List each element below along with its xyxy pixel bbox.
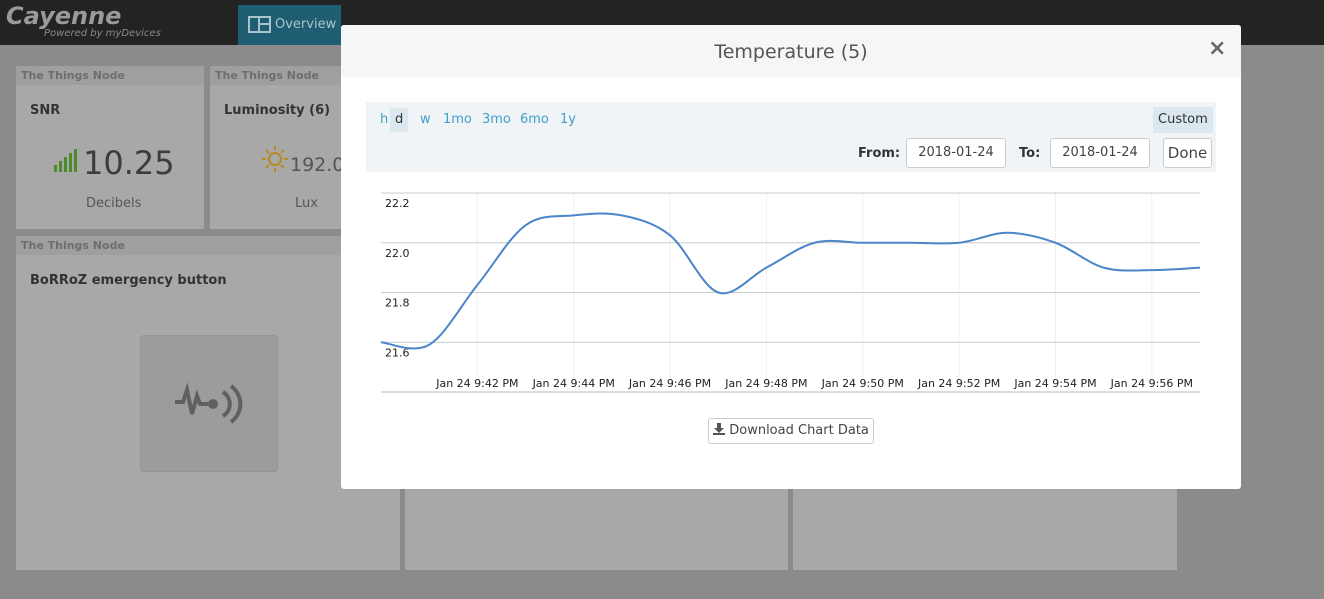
- range-button[interactable]: d: [390, 108, 409, 132]
- x-tick-label: Jan 24 9:48 PM: [724, 377, 807, 390]
- custom-range[interactable]: Custom: [1153, 107, 1213, 133]
- y-tick-label: 22.0: [385, 247, 410, 260]
- widget-value: 192.00: [290, 154, 341, 176]
- nav-overview[interactable]: Overview: [238, 5, 341, 45]
- widget-title: Luminosity (6): [224, 103, 331, 118]
- x-tick-label: Jan 24 9:52 PM: [917, 377, 1000, 390]
- x-tick-label: Jan 24 9:56 PM: [1110, 377, 1193, 390]
- x-tick-label: Jan 24 9:54 PM: [1013, 377, 1096, 390]
- widget-title: SNR: [30, 103, 61, 118]
- range-button[interactable]: 6mo: [520, 112, 549, 127]
- button-icon: [175, 382, 243, 424]
- from-label: From:: [858, 146, 901, 161]
- y-tick-label: 22.2: [385, 197, 410, 210]
- to-input[interactable]: 2018-01-24: [1050, 138, 1150, 168]
- widget-value: 10.25: [83, 144, 175, 182]
- widget-device: The Things Node: [16, 66, 204, 85]
- widget-unit: Decibels: [86, 196, 142, 211]
- logo[interactable]: Cayenne: [6, 2, 122, 30]
- download-label: Download Chart Data: [729, 423, 869, 438]
- y-tick-label: 21.8: [385, 297, 410, 310]
- range-button[interactable]: w: [420, 112, 431, 127]
- to-label: To:: [1019, 146, 1041, 161]
- x-tick-label: Jan 24 9:42 PM: [435, 377, 518, 390]
- download-button[interactable]: Download Chart Data: [708, 418, 874, 444]
- widget-card[interactable]: [405, 489, 788, 570]
- y-tick-label: 21.6: [385, 346, 410, 359]
- widget-card[interactable]: [793, 489, 1177, 570]
- nav-label: Overview: [275, 17, 337, 32]
- close-button[interactable]: ×: [1208, 36, 1227, 61]
- x-tick-label: Jan 24 9:46 PM: [628, 377, 711, 390]
- signal-icon: [54, 149, 77, 172]
- widget-unit: Lux: [295, 196, 318, 211]
- range-button[interactable]: 3mo: [482, 112, 511, 127]
- temperature-line: [380, 212, 1201, 350]
- tagline: Powered by myDevices: [44, 28, 161, 39]
- sun-icon: [262, 146, 288, 172]
- widget-card[interactable]: The Things Node BoRRoZ emergency button: [16, 236, 400, 570]
- download-icon: [713, 423, 726, 435]
- modal-header: [341, 25, 1241, 77]
- widget-device: The Things Node: [210, 66, 341, 85]
- button-widget[interactable]: [140, 335, 278, 472]
- nav-icon: [248, 16, 271, 33]
- widget-card[interactable]: The Things Node SNR 10.25 Decibels: [16, 66, 204, 229]
- range-button[interactable]: h: [380, 112, 389, 127]
- from-input[interactable]: 2018-01-24: [906, 138, 1006, 168]
- range-button[interactable]: 1mo: [443, 112, 472, 127]
- widget-title: BoRRoZ emergency button: [30, 273, 227, 288]
- widget-card[interactable]: The Things Node Luminosity (6) 192.00 Lu…: [210, 66, 341, 229]
- x-tick-label: Jan 24 9:50 PM: [821, 377, 904, 390]
- widget-device: The Things Node: [16, 236, 400, 255]
- x-tick-label: Jan 24 9:44 PM: [532, 377, 615, 390]
- modal-title: Temperature (5): [714, 41, 868, 63]
- done-button[interactable]: Done: [1163, 138, 1212, 168]
- range-button[interactable]: 1y: [560, 112, 576, 127]
